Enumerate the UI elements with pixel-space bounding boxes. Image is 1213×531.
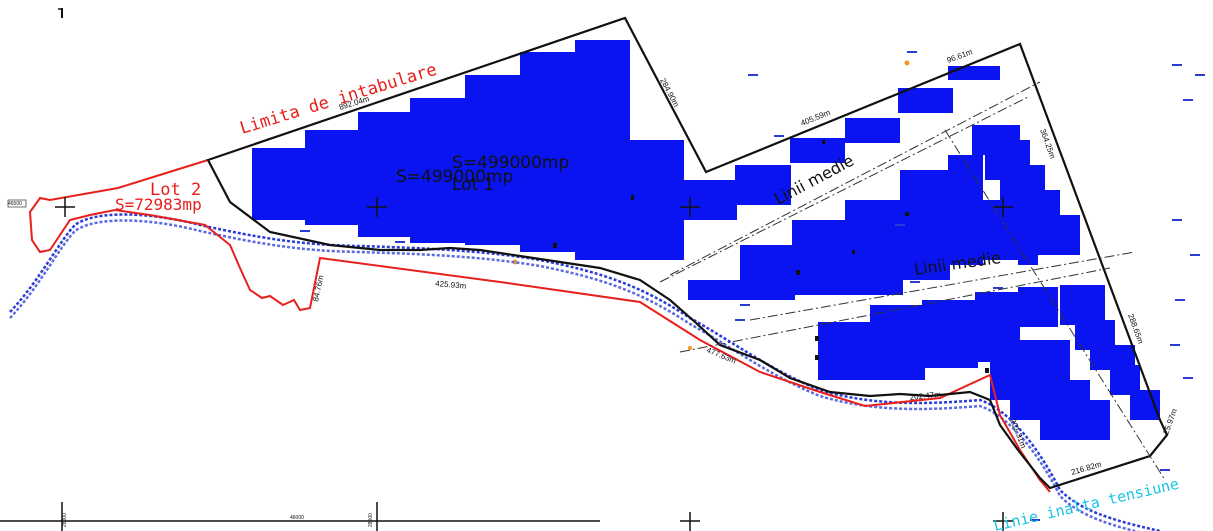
main-boundary [206, 16, 1169, 490]
linie-inalta-tensiune-label: Linie inalta tensiune [992, 475, 1181, 531]
measure-425: 425.93m [435, 279, 467, 291]
measure-288: 288.65m [1126, 313, 1145, 346]
svg-text:46500: 46500 [8, 201, 22, 207]
area-label-a: S=499000mp [452, 153, 569, 173]
survey-dashes [300, 51, 1205, 521]
measure-96: 96.61m [946, 47, 974, 65]
panel-markers [553, 140, 989, 373]
scale-ruler [0, 502, 600, 531]
measure-405: 405.59m [799, 108, 832, 128]
survey-cross-icon [55, 197, 1013, 531]
solar-panel-field [252, 40, 1160, 440]
measure-364: 364.25m [1038, 128, 1057, 161]
north-marker-icon [58, 8, 63, 18]
measure-216: 216.82m [1070, 460, 1103, 477]
lot2-area-label: S=72983mp [115, 195, 202, 214]
river-line [9, 213, 1161, 531]
measure-25: 25.97m [1161, 407, 1179, 435]
measure-84: 84.76m [311, 274, 325, 302]
measure-202: 202.47m [909, 390, 941, 402]
medium-voltage-lines [659, 81, 1166, 481]
lot2-boundary [28, 159, 1051, 493]
svg-text:28000: 28000 [368, 513, 374, 527]
lot2-name-label: Lot 2 [150, 180, 201, 200]
svg-text:28000: 28000 [62, 513, 68, 527]
scale-ruler-text: 46000 28000 28000 46500 [8, 201, 374, 527]
area-label-b: S=499000mp [396, 167, 513, 187]
lot1-name-label: Lot 1 [452, 175, 494, 195]
svg-text:46000: 46000 [290, 515, 304, 521]
